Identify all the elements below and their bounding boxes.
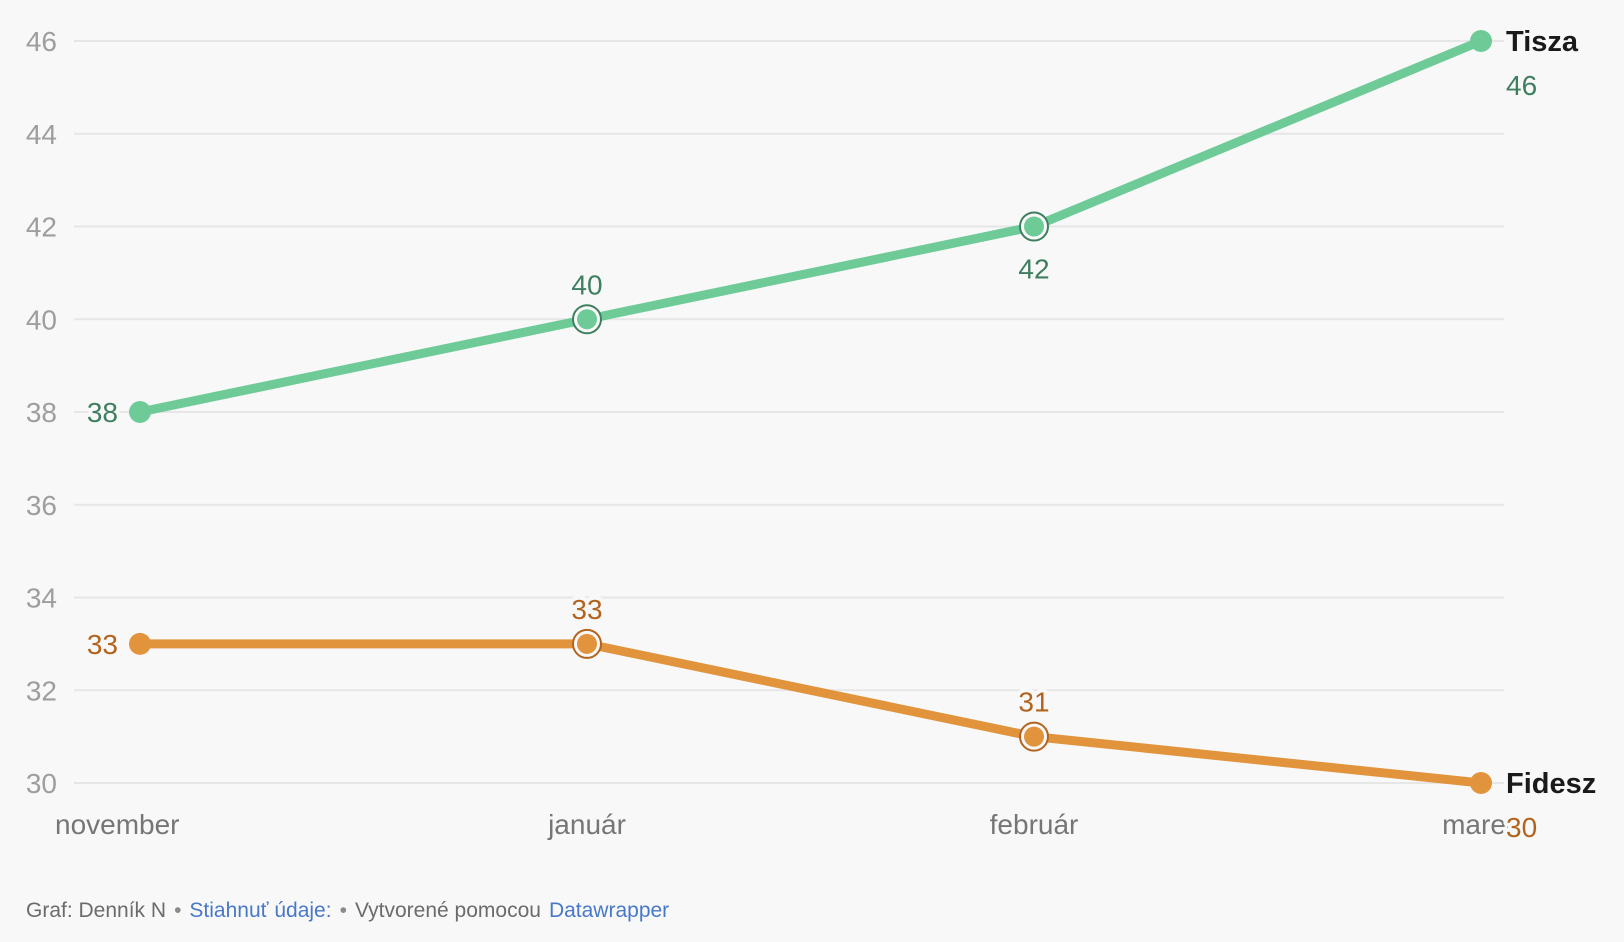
series-line-fidesz: [135, 639, 1486, 788]
data-point: [1470, 30, 1492, 52]
value-label: 38: [87, 397, 118, 428]
y-tick-label: 40: [26, 304, 57, 335]
separator-dot: •: [339, 899, 347, 922]
series-name-label: Fidesz: [1506, 768, 1596, 800]
datawrapper-link[interactable]: Datawrapper: [548, 899, 670, 922]
data-point: [577, 309, 597, 330]
y-tick-label: 36: [26, 490, 57, 521]
y-tick-label: 42: [26, 212, 57, 243]
data-point: [1470, 772, 1492, 794]
y-tick-label: 30: [26, 768, 57, 799]
y-tick-label: 44: [26, 119, 57, 150]
y-tick-label: 38: [26, 397, 57, 428]
x-axis-label: január: [547, 809, 626, 840]
separator-dot: •: [174, 899, 182, 922]
value-label: 33: [571, 594, 602, 625]
created-with-text: Vytvorené pomocou: [354, 899, 541, 922]
value-label: 40: [571, 269, 602, 300]
attribution-text: Graf: Denník N: [26, 899, 167, 922]
value-label: 30: [1506, 812, 1537, 843]
x-axis-label: február: [990, 809, 1079, 840]
y-tick-label: 32: [26, 675, 57, 706]
data-point: [129, 401, 151, 423]
value-label: 42: [1018, 254, 1049, 285]
line-chart: 30 32 34 36 38 40 42 44 46 november január február m…: [25, 26, 1597, 843]
value-label: 46: [1506, 70, 1537, 101]
chart-svg: 30 32 34 36 38 40 42 44 46 november január február m…: [25, 26, 1597, 843]
data-point: [1024, 216, 1044, 237]
x-axis-label: november: [55, 809, 180, 840]
value-label: 33: [87, 629, 118, 660]
series-line-tisza: [135, 36, 1486, 417]
series-name-label: Tisza: [1506, 26, 1579, 58]
download-data-link[interactable]: Stiahnuť údaje:: [189, 899, 332, 922]
y-tick-label: 34: [26, 583, 57, 614]
value-label: 31: [1018, 687, 1049, 718]
data-point: [129, 632, 151, 655]
data-point: [577, 633, 597, 654]
chart-footer: Graf: Denník N • Stiahnuť údaje: • Vytvo…: [26, 899, 669, 923]
y-tick-label: 46: [26, 26, 57, 57]
x-axis-label: marec: [1442, 809, 1520, 840]
data-point: [1024, 726, 1044, 747]
